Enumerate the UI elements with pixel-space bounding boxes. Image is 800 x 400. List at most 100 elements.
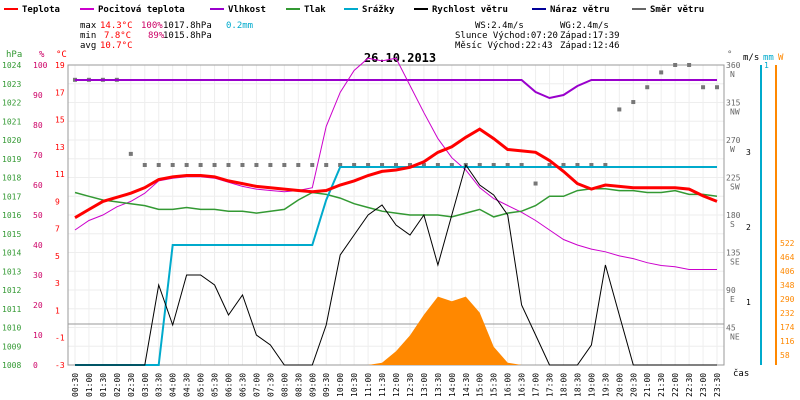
ms-tick-label: 2 <box>746 223 751 232</box>
hpa-tick-label: 1020 <box>2 136 21 145</box>
pct-tick-label: 30 <box>33 271 43 280</box>
wind-dir-point <box>687 63 692 67</box>
x-tick-label: 02:30 <box>127 373 136 397</box>
wind-dir-point <box>240 163 245 167</box>
x-tick-label: 14:00 <box>448 373 457 397</box>
series-wind-line <box>75 163 717 366</box>
c-tick-label: 19 <box>55 61 65 70</box>
x-tick-label: 23:30 <box>713 373 722 397</box>
axis-units: hPa % °C ° m/s mm W <box>6 50 784 63</box>
pct-tick-label: 20 <box>33 301 43 310</box>
hpa-tick-label: 1017 <box>2 192 21 201</box>
info-sun-set: Západ:17:39 <box>560 31 620 41</box>
c-tick-label: 5 <box>55 252 60 261</box>
c-tick-label: 7 <box>55 225 60 234</box>
deg-tick-label: 45 <box>726 324 736 333</box>
w-tick-label: 406 <box>780 267 795 276</box>
stats-max-press: 1017.8hPa <box>163 21 212 31</box>
x-tick-label: 04:30 <box>183 373 192 397</box>
deg-tick-label: 135 <box>726 249 741 258</box>
hpa-tick-label: 1022 <box>2 99 21 108</box>
stats-max-temp: 14.3°C <box>100 21 133 31</box>
pct-unit: % <box>39 50 45 60</box>
x-tick-label: 08:30 <box>294 373 303 397</box>
c-tick-label: 9 <box>55 197 60 206</box>
stats-avg-temp: 10.7°C <box>100 41 133 51</box>
wind-dir-point <box>254 163 259 167</box>
wind-dir-point <box>394 163 398 167</box>
wind-dir-point <box>352 163 357 167</box>
wind-dir-point <box>324 163 329 167</box>
pct-tick-label: 70 <box>33 151 43 160</box>
x-tick-label: 00:30 <box>71 373 80 397</box>
hpa-tick-label: 1015 <box>2 230 21 239</box>
wind-dir-point <box>72 77 77 82</box>
wind-dir-point <box>338 163 343 167</box>
hpa-tick-label: 1019 <box>2 155 21 164</box>
wind-dir-point <box>701 85 706 90</box>
x-tick-label: 13:30 <box>434 373 443 397</box>
hpa-tick-label: 1014 <box>2 249 21 258</box>
w-tick-label: 232 <box>780 309 795 318</box>
info-ws: WS:2.4m/s <box>475 21 524 31</box>
wind-dir-point <box>184 163 189 167</box>
x-tick-label: 06:00 <box>225 373 234 397</box>
deg-tick-label: 360 <box>726 61 741 70</box>
ms-tick-label: 3 <box>746 148 751 157</box>
c-tick-label: 13 <box>55 143 65 152</box>
mm-unit: mm <box>763 53 774 63</box>
x-tick-label: 17:00 <box>532 373 541 397</box>
x-axis-label: čas <box>733 368 749 379</box>
deg-dir-label: SE <box>730 258 740 267</box>
w-tick-label: 116 <box>780 337 795 346</box>
x-tick-label: 01:30 <box>99 373 108 397</box>
c-tick-label: -1 <box>55 334 65 343</box>
info-block: WS:2.4m/s WG:2.4m/s Slunce Východ:07:20 … <box>455 21 620 51</box>
info-moon-set: Západ:12:46 <box>560 41 620 51</box>
w-tick-label: 348 <box>780 281 795 290</box>
wind-dir-point <box>296 163 301 167</box>
ms-unit: m/s <box>743 53 759 63</box>
legend-label-wind: Rychlost větru <box>432 4 508 15</box>
wind-dir-point <box>380 163 385 167</box>
stats-max-hum: 100% <box>141 21 163 31</box>
x-tick-label: 16:00 <box>504 373 513 397</box>
x-tick-label: 03:00 <box>141 373 150 397</box>
x-tick-label: 22:30 <box>685 373 694 397</box>
info-moon-rise: Měsíc Východ:22:43 <box>455 41 553 51</box>
x-tick-label: 23:00 <box>699 373 708 397</box>
x-tick-label: 07:30 <box>266 373 275 397</box>
wind-dir-point <box>212 163 217 167</box>
series-humidity-line <box>75 79 717 100</box>
legend-label-feels: Pocitová teplota <box>98 4 185 15</box>
pct-tick-label: 0 <box>33 361 38 370</box>
wind-dir-point <box>366 163 371 167</box>
deg-dir-label: N <box>730 70 735 79</box>
hpa-tick-label: 1016 <box>2 211 21 220</box>
wind-dir-point <box>673 63 678 67</box>
deg-unit: ° <box>727 50 732 60</box>
x-tick-label: 11:00 <box>364 373 373 397</box>
mm-tick-label: 1 <box>764 61 769 70</box>
c-tick-label: 11 <box>55 170 65 179</box>
pct-tick-label: 90 <box>33 91 43 100</box>
wind-dir-point <box>142 163 147 167</box>
x-tick-label: 12:00 <box>392 373 401 397</box>
series-rain-line <box>75 166 717 366</box>
x-tick-label: 02:00 <box>113 373 122 397</box>
hpa-tick-label: 1021 <box>2 117 21 126</box>
deg-dir-label: SW <box>730 183 740 192</box>
pct-tick-label: 80 <box>33 121 43 130</box>
pct-tick-label: 10 <box>33 331 43 340</box>
plot-area <box>72 57 720 366</box>
w-unit: W <box>778 53 784 63</box>
x-tick-label: 16:30 <box>518 373 527 397</box>
axes: 1024102310221021102010191018101710161015… <box>2 61 795 397</box>
legend-label-temp: Teplota <box>22 5 60 15</box>
wind-dir-point <box>519 163 524 167</box>
hpa-tick-label: 1023 <box>2 80 21 89</box>
deg-dir-label: NE <box>730 333 740 342</box>
deg-tick-label: 90 <box>726 286 736 295</box>
wind-dir-point <box>533 181 538 186</box>
